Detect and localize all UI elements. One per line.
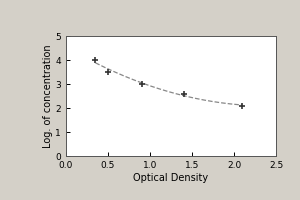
Y-axis label: Log. of concentration: Log. of concentration xyxy=(43,44,52,148)
X-axis label: Optical Density: Optical Density xyxy=(134,173,208,183)
